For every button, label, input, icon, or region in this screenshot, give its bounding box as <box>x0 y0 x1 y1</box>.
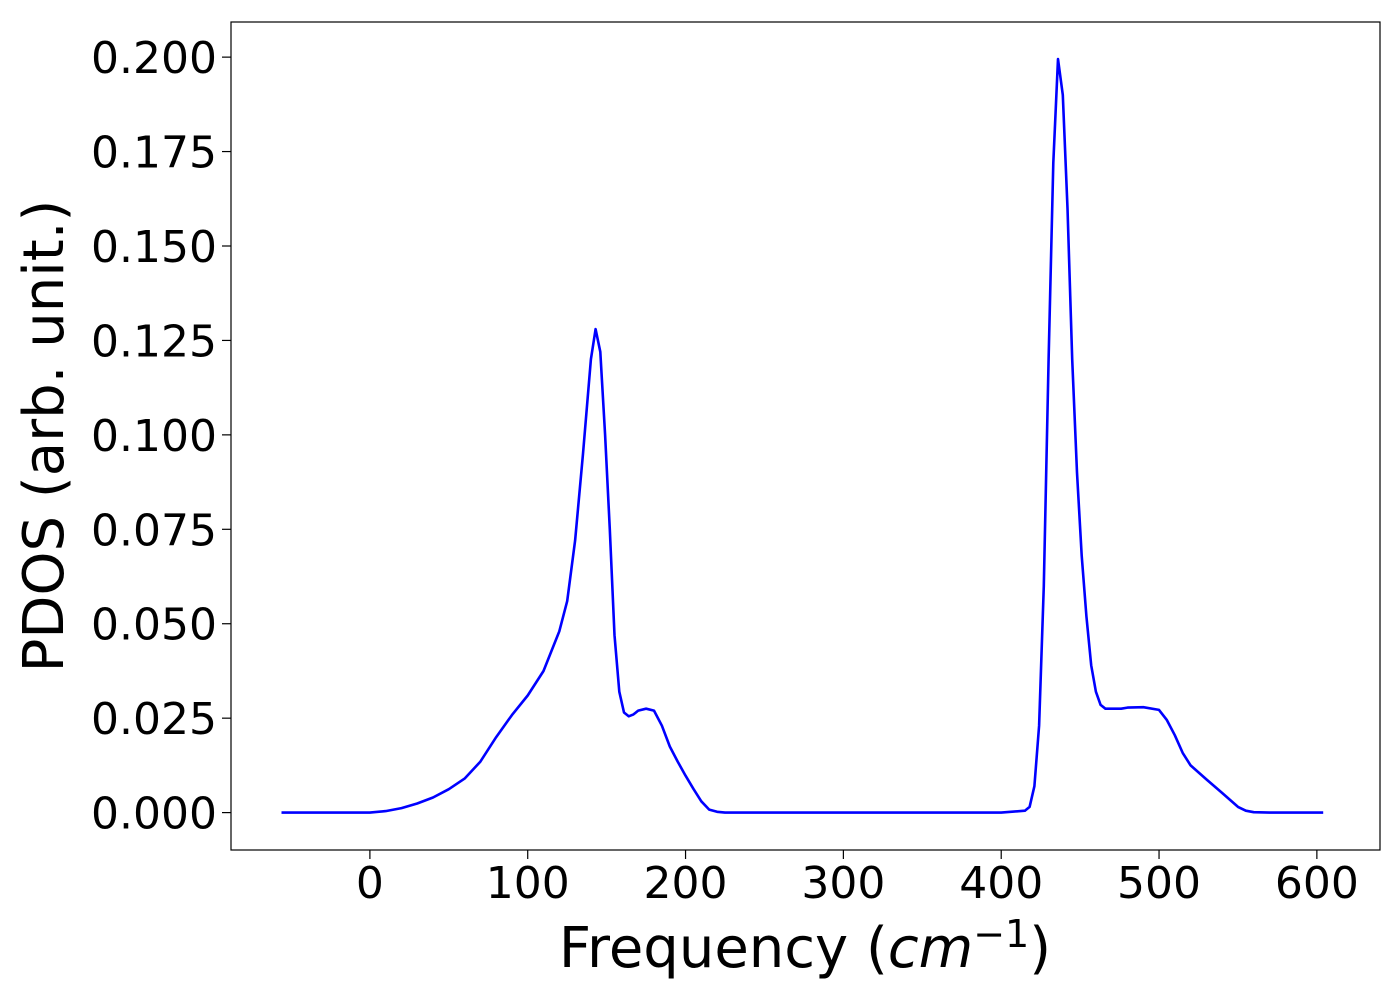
y-tick-label: 0.175 <box>91 128 217 179</box>
x-tick-label: 200 <box>644 858 728 909</box>
y-tick-label: 0.025 <box>91 694 217 745</box>
x-tick-label: 300 <box>801 858 885 909</box>
x-axis-title: Frequency (cm−1) <box>559 912 1051 981</box>
y-tick-label: 0.100 <box>91 411 217 462</box>
y-axis-title: PDOS (arb. unit.) <box>12 200 77 673</box>
y-tick-label: 0.050 <box>91 600 217 651</box>
plot-frame <box>230 21 1381 851</box>
y-tick-label: 0.125 <box>91 316 217 367</box>
y-tick-label: 0.200 <box>91 33 217 84</box>
y-axis: 0.000 0.025 0.050 0.075 0.100 0.125 0.150 0.175… <box>91 33 231 840</box>
x-tick-label: 0 <box>356 858 384 909</box>
y-tick-label: 0.075 <box>91 505 217 556</box>
x-tick-label: 500 <box>1117 858 1201 909</box>
x-axis: 0 100 200 300 400 500 600 <box>356 850 1359 909</box>
y-tick-label: 0.150 <box>91 222 217 273</box>
y-tick-label: 0.000 <box>91 789 217 840</box>
x-tick-label: 100 <box>486 858 570 909</box>
x-tick-label: 600 <box>1275 858 1359 909</box>
series-line <box>281 57 1324 814</box>
x-tick-label: 400 <box>959 858 1043 909</box>
